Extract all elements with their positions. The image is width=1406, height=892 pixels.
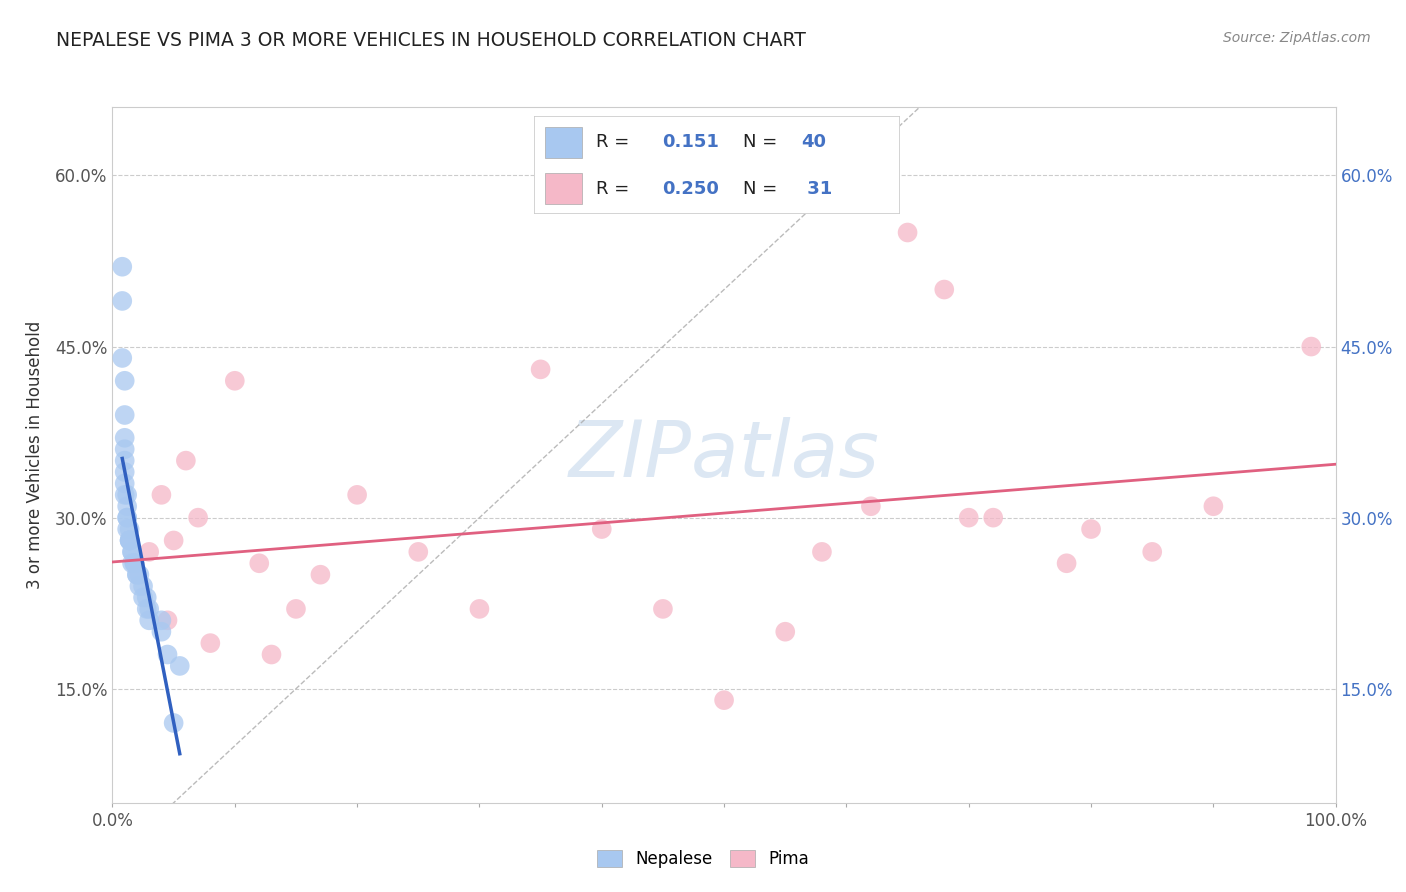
Point	[224, 374, 246, 388]
Point	[125, 567, 148, 582]
Point	[114, 431, 136, 445]
Point	[652, 602, 675, 616]
Point	[132, 591, 155, 605]
Point	[138, 545, 160, 559]
Point	[114, 465, 136, 479]
Point	[1056, 556, 1078, 570]
Point	[260, 648, 283, 662]
Point	[529, 362, 551, 376]
Point	[135, 602, 157, 616]
Point	[1202, 500, 1225, 514]
Point	[957, 510, 980, 524]
Point	[118, 533, 141, 548]
Point	[115, 510, 138, 524]
Point	[1142, 545, 1164, 559]
Point	[897, 226, 920, 240]
Y-axis label: 3 or more Vehicles in Household: 3 or more Vehicles in Household	[25, 321, 44, 589]
Text: 0.250: 0.250	[662, 179, 718, 197]
Point	[118, 533, 141, 548]
Point	[1301, 340, 1323, 354]
Point	[121, 545, 143, 559]
Point	[408, 545, 430, 559]
Point	[150, 613, 173, 627]
Point	[713, 693, 735, 707]
Point	[125, 567, 148, 582]
Point	[114, 408, 136, 422]
Point	[468, 602, 491, 616]
Point	[138, 613, 160, 627]
Point	[169, 659, 191, 673]
Text: 31: 31	[801, 179, 832, 197]
Point	[163, 715, 186, 730]
Point	[121, 545, 143, 559]
Text: Source: ZipAtlas.com: Source: ZipAtlas.com	[1223, 31, 1371, 45]
Text: 0.151: 0.151	[662, 134, 718, 152]
Legend: Nepalese, Pima: Nepalese, Pima	[591, 843, 815, 875]
Point	[591, 522, 613, 536]
Point	[156, 613, 179, 627]
Text: N =: N =	[742, 179, 783, 197]
Point	[114, 453, 136, 467]
Point	[859, 500, 882, 514]
Point	[309, 567, 332, 582]
Point	[138, 602, 160, 616]
Point	[128, 567, 150, 582]
Text: NEPALESE VS PIMA 3 OR MORE VEHICLES IN HOUSEHOLD CORRELATION CHART: NEPALESE VS PIMA 3 OR MORE VEHICLES IN H…	[56, 31, 806, 50]
Point	[114, 374, 136, 388]
Point	[121, 556, 143, 570]
Point	[114, 476, 136, 491]
Text: R =: R =	[596, 179, 636, 197]
Text: ZIPatlas: ZIPatlas	[568, 417, 880, 493]
Text: N =: N =	[742, 134, 783, 152]
Point	[115, 500, 138, 514]
Point	[150, 624, 173, 639]
Point	[284, 602, 308, 616]
Point	[118, 533, 141, 548]
Point	[114, 488, 136, 502]
Point	[111, 260, 134, 274]
Point	[135, 591, 157, 605]
Bar	[546, 127, 582, 158]
Point	[346, 488, 368, 502]
Point	[128, 579, 150, 593]
Point	[1080, 522, 1102, 536]
Point	[118, 522, 141, 536]
Point	[156, 648, 179, 662]
Point	[124, 556, 146, 570]
Bar	[546, 173, 582, 204]
Point	[187, 510, 209, 524]
Point	[163, 533, 186, 548]
Point	[115, 510, 138, 524]
Point	[114, 442, 136, 457]
Point	[111, 293, 134, 308]
Point	[124, 556, 146, 570]
Point	[200, 636, 222, 650]
Point	[115, 488, 138, 502]
Point	[132, 579, 155, 593]
Point	[247, 556, 270, 570]
Point	[115, 522, 138, 536]
Point	[775, 624, 797, 639]
Point	[811, 545, 834, 559]
Point	[150, 488, 173, 502]
FancyBboxPatch shape	[534, 116, 900, 214]
Text: 40: 40	[801, 134, 827, 152]
Point	[934, 283, 956, 297]
Point	[981, 510, 1004, 524]
Text: R =: R =	[596, 134, 636, 152]
Point	[111, 351, 134, 365]
Point	[174, 453, 197, 467]
